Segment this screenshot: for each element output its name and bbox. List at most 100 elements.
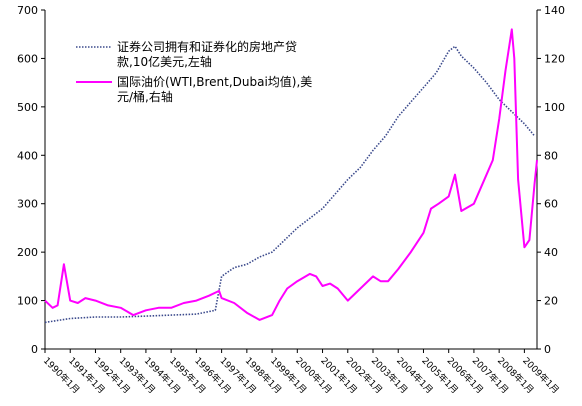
data-point-loans: [347, 179, 349, 181]
data-point-loans: [196, 313, 198, 315]
data-point-oil: [63, 264, 65, 266]
data-point-oil: [57, 305, 59, 307]
data-point-oil: [372, 276, 374, 278]
legend-label-oil-line1: 国际油价(WTI,Brent,Dubai均值),美: [117, 74, 312, 89]
legend-label-oil-line2: 元/桶,右轴: [117, 89, 173, 104]
legend-label-loans-line2: 款,10亿美元,左轴: [117, 54, 212, 69]
data-point-oil: [347, 300, 349, 302]
data-point-oil: [259, 319, 261, 321]
data-point-loans: [524, 123, 526, 125]
left-y-axis: 0 100 200 300 400 500 600 700: [17, 4, 46, 356]
data-point-loans: [534, 135, 536, 137]
data-point-loans: [145, 315, 147, 317]
left-tick-label: 100: [17, 295, 38, 308]
right-tick-label: 20: [544, 295, 558, 308]
right-tick-label: 100: [544, 101, 565, 114]
data-point-oil: [221, 297, 223, 299]
data-point-oil: [534, 184, 536, 186]
data-point-oil: [107, 305, 109, 307]
data-point-oil: [95, 300, 97, 302]
data-point-oil: [218, 290, 220, 292]
data-point-oil: [505, 70, 507, 72]
data-point-oil: [380, 280, 382, 282]
data-point-loans: [221, 276, 223, 278]
left-tick-label: 400: [17, 149, 38, 162]
x-axis: 1990年1月1991年1月1992年1月1993年1月1994年1月1995年…: [41, 348, 562, 396]
data-point-loans: [423, 87, 425, 89]
data-point-oil: [246, 312, 248, 314]
data-point-oil: [498, 118, 500, 120]
data-point-oil: [297, 280, 299, 282]
data-point-oil: [44, 300, 46, 302]
data-point-loans: [461, 55, 463, 57]
data-point-loans: [372, 150, 374, 152]
data-point-oil: [158, 307, 160, 309]
data-point-oil: [337, 288, 339, 290]
left-tick-label: 600: [17, 52, 38, 65]
data-point-loans: [322, 208, 324, 210]
data-point-oil: [145, 310, 147, 312]
data-point-oil: [430, 208, 432, 210]
data-point-oil: [85, 297, 87, 299]
data-point-oil: [52, 307, 54, 309]
data-point-oil: [486, 174, 488, 176]
data-point-oil: [315, 276, 317, 278]
data-point-loans: [397, 116, 399, 118]
series-layer: [44, 28, 538, 324]
data-point-loans: [246, 264, 248, 266]
data-point-loans: [44, 322, 46, 324]
data-point-oil: [529, 239, 531, 241]
data-point-loans: [435, 72, 437, 74]
data-point-loans: [95, 316, 97, 318]
data-point-oil: [438, 203, 440, 205]
data-point-loans: [233, 267, 235, 269]
right-tick-label: 0: [544, 343, 551, 356]
data-point-loans: [297, 227, 299, 229]
left-tick-label: 200: [17, 246, 38, 259]
data-point-oil: [517, 179, 519, 181]
data-point-oil: [77, 302, 79, 304]
data-point-oil: [397, 268, 399, 270]
data-point-loans: [309, 217, 311, 219]
data-point-oil: [448, 196, 450, 198]
legend-label-loans-line1: 证券公司拥有和证券化的房地产贷: [117, 39, 297, 54]
right-y-axis: 0 20 40 60 80 100 120 140: [536, 4, 565, 356]
data-point-oil: [69, 300, 71, 302]
series-line-loans: [44, 45, 536, 324]
data-point-oil: [423, 232, 425, 234]
left-tick-label: 500: [17, 101, 38, 114]
data-point-loans: [410, 101, 412, 103]
data-point-loans: [215, 310, 217, 312]
data-point-loans: [385, 135, 387, 137]
data-point-loans: [120, 316, 122, 318]
data-point-loans: [170, 314, 172, 316]
right-tick-label: 60: [544, 198, 558, 211]
data-point-loans: [284, 239, 286, 241]
data-point-loans: [486, 82, 488, 84]
data-point-oil: [461, 210, 463, 212]
left-tick-label: 300: [17, 198, 38, 211]
right-tick-label: 80: [544, 149, 558, 162]
data-point-oil: [271, 314, 273, 316]
data-point-loans: [473, 67, 475, 69]
left-tick-label: 0: [31, 343, 38, 356]
data-point-oil: [454, 174, 456, 176]
data-point-oil: [208, 295, 210, 297]
data-point-oil: [322, 285, 324, 287]
data-point-loans: [271, 251, 273, 253]
right-tick-label: 40: [544, 246, 558, 259]
data-point-oil: [170, 307, 172, 309]
data-point-loans: [69, 318, 71, 320]
data-point-loans: [448, 50, 450, 52]
data-point-oil: [233, 302, 235, 304]
data-point-oil: [196, 300, 198, 302]
data-point-loans: [454, 46, 456, 48]
legend: 证券公司拥有和证券化的房地产贷 款,10亿美元,左轴 国际油价(WTI,Bren…: [76, 39, 312, 104]
data-point-oil: [524, 247, 526, 249]
data-point-oil: [286, 288, 288, 290]
data-point-oil: [133, 314, 135, 316]
right-tick-label: 140: [544, 4, 565, 17]
series-line-oil: [44, 28, 538, 321]
data-point-oil: [410, 251, 412, 253]
